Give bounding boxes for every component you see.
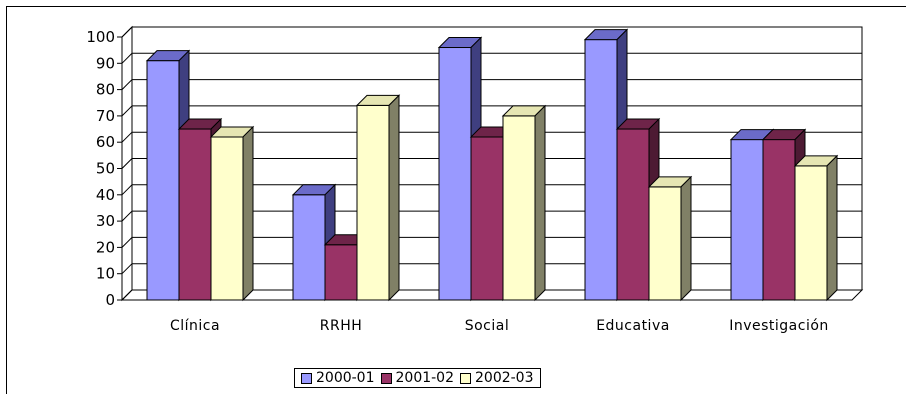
legend-label: 2002-03 xyxy=(475,370,534,386)
bar-front xyxy=(178,128,212,301)
bar xyxy=(647,175,693,302)
legend-swatch xyxy=(301,372,312,384)
bar-front xyxy=(438,47,472,301)
bar-front xyxy=(648,186,682,301)
legend-label: 2000-01 xyxy=(316,370,375,386)
bar xyxy=(355,94,401,302)
bar-front xyxy=(730,139,764,301)
legend-swatch xyxy=(460,372,471,384)
bar-front xyxy=(584,39,618,301)
bar xyxy=(501,104,547,302)
y-tick-label: 30 xyxy=(96,212,115,230)
x-axis-labels: Clínica RRHH Social Educativa Investigación xyxy=(170,318,829,334)
bar-front xyxy=(356,104,390,301)
y-tick-label: 90 xyxy=(96,54,115,72)
y-tick-label: 20 xyxy=(96,238,115,256)
bar-front xyxy=(146,60,180,301)
bars xyxy=(145,28,839,302)
y-axis: 0 10 20 30 40 50 60 70 80 90 100 xyxy=(86,28,123,309)
bar-front xyxy=(292,194,326,301)
gridline xyxy=(121,26,862,38)
y-tick-label: 70 xyxy=(96,107,115,125)
legend: 2000-01 2001-02 2002-03 xyxy=(294,368,541,388)
bar-front xyxy=(324,244,358,301)
bar-side xyxy=(534,104,546,302)
bar-side xyxy=(680,175,692,302)
legend-item: 2002-03 xyxy=(460,370,534,386)
chart-frame xyxy=(6,6,906,394)
bar xyxy=(793,154,839,302)
gridline xyxy=(121,79,862,90)
gridline xyxy=(121,105,862,117)
bar-front xyxy=(616,128,650,301)
legend-swatch xyxy=(380,372,392,384)
gridline xyxy=(121,52,862,64)
legend-item: 2000-01 xyxy=(301,370,375,386)
bar xyxy=(209,125,255,302)
bar-front xyxy=(762,139,796,301)
category-label: Investigación xyxy=(729,318,829,334)
bar-front xyxy=(470,136,504,301)
category-label: Clínica xyxy=(170,318,220,334)
category-label: Educativa xyxy=(596,318,670,334)
y-tick-label: 10 xyxy=(96,265,115,283)
bar-front xyxy=(210,136,244,301)
category-label: RRHH xyxy=(320,318,363,334)
y-tick-label: 50 xyxy=(96,160,115,178)
y-tick-label: 80 xyxy=(96,81,115,99)
legend-item: 2001-02 xyxy=(380,370,455,386)
bar-side xyxy=(242,125,254,302)
y-tick-label: 60 xyxy=(96,133,115,151)
y-tick-label: 40 xyxy=(96,186,115,204)
legend-label: 2001-02 xyxy=(395,370,455,386)
y-tick-label: 100 xyxy=(86,28,115,46)
bar-front xyxy=(794,165,828,301)
bar-side xyxy=(388,94,400,302)
category-label: Social xyxy=(465,318,510,334)
bar-front xyxy=(502,115,536,301)
y-tick-label: 0 xyxy=(105,291,115,309)
bar-side xyxy=(826,154,838,302)
